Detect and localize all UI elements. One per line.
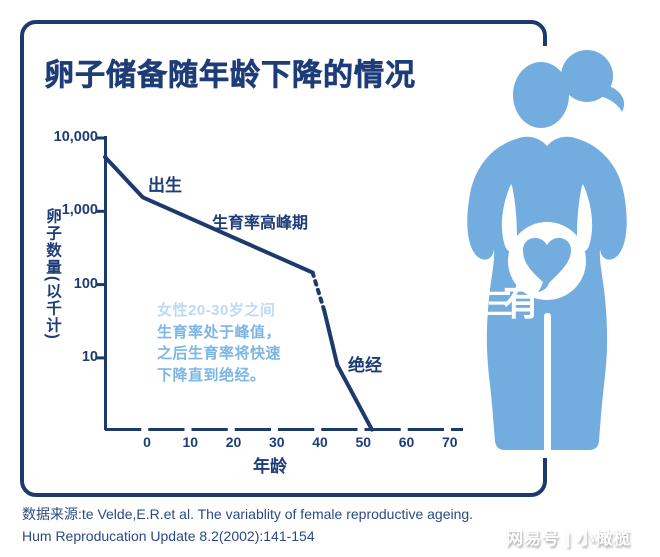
x-tick-label: 50 — [355, 434, 372, 450]
chart-title: 卵子储备随年龄下降的情况 — [44, 59, 416, 93]
x-tick-label: 60 — [398, 434, 415, 450]
y-axis-title: 卵子数量(以千计) — [44, 208, 61, 341]
annotation-note-line: 女性20-30岁之间 — [157, 302, 276, 319]
annotation-note-line: 生育率处于峰值， — [157, 323, 282, 341]
annotation-note-line: 下降直到绝经。 — [157, 366, 266, 384]
leg-gap — [544, 313, 551, 457]
arm-gap-left — [501, 184, 518, 252]
woman-ponytail-curl — [593, 82, 625, 112]
x-tick-label: 0 — [143, 434, 151, 450]
x-tick-label: 70 — [441, 434, 458, 450]
y-tick-label: 10 — [81, 348, 98, 365]
curve-line-dashed-gap — [310, 270, 327, 313]
label-menopause: 绝经 — [348, 356, 382, 375]
woman-head — [513, 62, 569, 128]
arm-gap-right — [576, 184, 593, 252]
watermark-fragment: 三 — [484, 289, 514, 321]
label-birth: 出生 — [148, 176, 182, 195]
label-fertility-peak: 生育率高峰期 — [212, 215, 309, 232]
source-line-1: 数据来源:te Velde,E.R.et al. The variablity … — [22, 506, 474, 522]
heart-icon — [523, 237, 571, 292]
x-axis-title: 年龄 — [253, 457, 287, 476]
source-line-2: Hum Reproducation Update 8.2(2002):141-1… — [22, 528, 315, 544]
y-axis-tick-marks — [96, 136, 106, 360]
x-tick-label: 10 — [182, 434, 199, 450]
pregnant-woman-illustration — [467, 46, 627, 458]
curve-line-solid-2 — [322, 308, 374, 432]
annotation-note-line: 之后生育率将快速 — [157, 345, 282, 362]
y-tick-label: 10,000 — [53, 129, 98, 145]
annotation-note: 女性20-30岁之间 生育率处于峰值， 之后生育率将快速 下降直到绝经。 — [157, 300, 281, 386]
x-tick-label: 30 — [268, 434, 285, 450]
source-citation: 数据来源:te Velde,E.R.et al. The variablity … — [22, 503, 473, 547]
curve-line-solid — [103, 155, 315, 275]
y-tick-label: 1,000 — [61, 202, 98, 219]
y-tick-label: 100 — [73, 275, 98, 292]
watermark-character: 有 — [503, 282, 540, 323]
x-tick-label: 40 — [312, 434, 328, 450]
x-tick-label: 20 — [225, 434, 242, 450]
netease-watermark: 网易号 | 小橄榄 — [506, 529, 632, 548]
